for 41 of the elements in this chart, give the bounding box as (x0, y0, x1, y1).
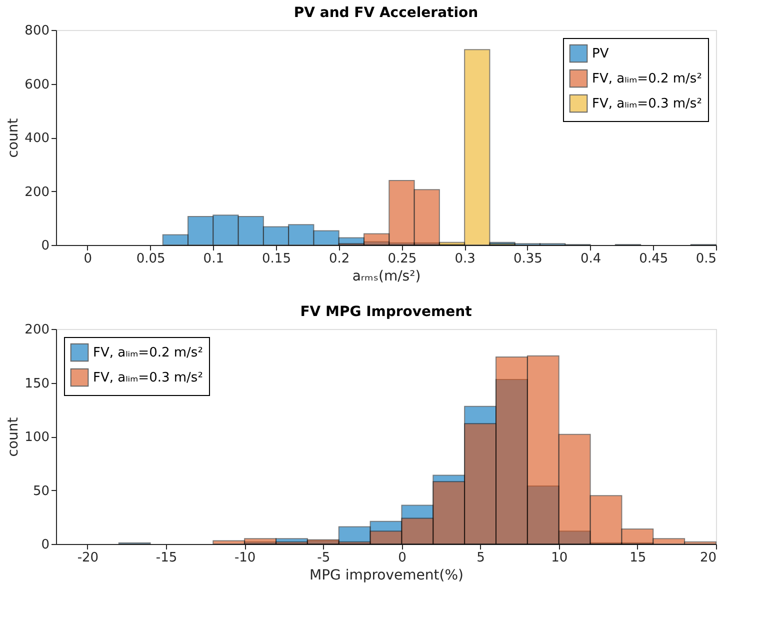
chart-title: FV MPG Improvement (300, 304, 472, 320)
x-tick-label: 0.4 (580, 252, 602, 266)
y-tick-label: 150 (24, 376, 50, 392)
x-tick-label: 0.45 (639, 252, 668, 266)
legend-label: FV, aₗᵢₘ=0.3 m/s² (93, 370, 203, 386)
y-tick-label: 200 (24, 184, 50, 200)
x-tick-label: 10 (551, 550, 568, 566)
x-tick-label: 0.1 (203, 252, 224, 266)
x-tick-label: 20 (700, 550, 716, 566)
y-tick-label: 600 (24, 77, 50, 92)
x-tick-label: 0.25 (388, 252, 417, 266)
x-tick-label: -15 (156, 550, 178, 566)
x-tick-label: 0 (398, 550, 406, 566)
x-tick-label: 0 (84, 252, 92, 266)
y-tick-label: 50 (32, 484, 50, 499)
legend-label: FV, aₗᵢₘ=0.2 m/s² (592, 72, 702, 86)
x-tick-label: -20 (77, 550, 99, 566)
x-tick-label: 0.35 (513, 252, 542, 266)
chart-title: PV and FV Acceleration (294, 5, 478, 21)
x-tick-label: 0.05 (136, 252, 166, 266)
y-axis-title: count (6, 118, 22, 158)
y-tick-label: 800 (24, 24, 50, 38)
x-tick-label: 0.5 (696, 252, 716, 266)
x-tick-label: 0.2 (329, 252, 350, 266)
x-tick-label: 0.3 (454, 252, 476, 266)
legend-label: FV, aₗᵢₘ=0.2 m/s² (93, 346, 203, 360)
y-tick-label: 100 (24, 430, 50, 445)
x-tick-label: 0.15 (262, 252, 291, 266)
legend-label: FV, aₗᵢₘ=0.3 m/s² (592, 96, 702, 112)
y-tick-label: 0 (41, 238, 50, 254)
x-tick-label: -5 (317, 550, 330, 566)
x-axis-title: MPG improvement(%) (310, 568, 464, 584)
x-tick-label: 5 (476, 550, 485, 566)
y-tick-label: 0 (41, 538, 50, 552)
y-tick-label: 400 (24, 131, 50, 146)
x-tick-label: 15 (630, 550, 646, 566)
y-tick-label: 200 (24, 322, 50, 338)
x-axis-title: aᵣₘₛ(m/s²) (352, 268, 421, 284)
x-tick-label: -10 (234, 550, 256, 566)
y-axis-title: count (6, 416, 22, 457)
legend-label: PV (592, 46, 609, 62)
